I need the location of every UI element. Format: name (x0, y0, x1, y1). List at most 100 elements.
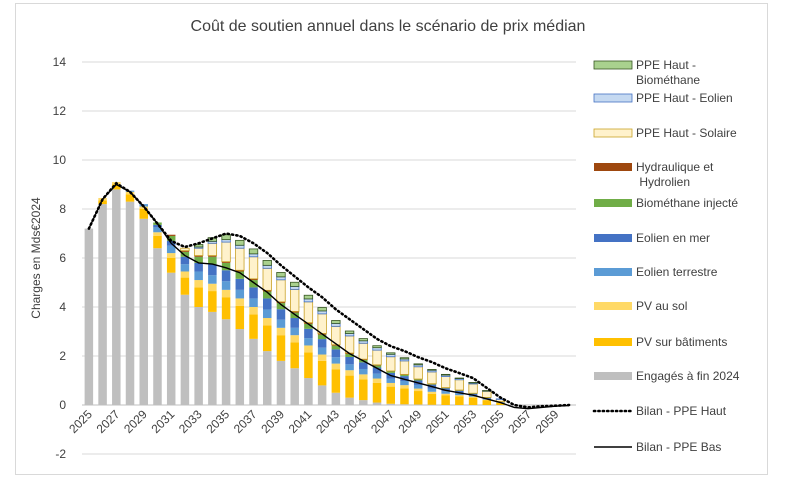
y-tick-label: 10 (53, 153, 67, 167)
bar-segment (98, 204, 107, 405)
bar-segment (359, 368, 368, 375)
x-tick-label: 2043 (313, 407, 342, 436)
bar-segment (221, 261, 231, 263)
bar-segment (221, 234, 231, 241)
bar-segment (235, 298, 245, 306)
bar-segment (386, 386, 396, 404)
bar-segment (221, 297, 231, 320)
bar-segment (235, 239, 245, 246)
y-tick-labels: -2 0 2 4 6 8 10 12 14 (53, 55, 67, 461)
bar-segment (262, 267, 272, 291)
bar-segment (468, 382, 478, 384)
y-tick-label: -2 (55, 447, 66, 461)
bar-segment (427, 383, 437, 385)
bar-segment (235, 305, 245, 330)
bar-segment (331, 349, 341, 358)
bar-segment (153, 224, 162, 228)
bar-segment (455, 393, 464, 396)
bar-segment (331, 392, 341, 405)
bar-segment (208, 264, 217, 276)
bar-segment (304, 345, 313, 353)
bar-segment (166, 234, 176, 236)
bar-segment (249, 307, 258, 315)
bar-segment (235, 270, 245, 272)
bar-segment (248, 256, 259, 280)
bar-segment (221, 281, 231, 290)
bar-segment (317, 313, 327, 334)
bar-segment (139, 206, 149, 209)
bar-segment (262, 260, 272, 266)
bar-segment (139, 209, 149, 219)
bar-segment (208, 255, 217, 257)
bar-segment (331, 323, 341, 327)
bar-segment (372, 345, 382, 349)
x-tick-label: 2059 (533, 407, 562, 436)
bar-segment (317, 360, 327, 386)
bar-segment (221, 289, 231, 298)
bar-segment (194, 255, 203, 257)
chart-title: Coût de soutien annuel dans le scénario … (191, 18, 586, 35)
legend-swatch (593, 128, 633, 138)
bar-segment (194, 271, 203, 281)
bar-segment (276, 309, 286, 320)
bar-segment (345, 354, 354, 357)
bar-segment (262, 351, 272, 405)
x-tick-label: 2029 (121, 407, 150, 436)
bar-segment (180, 250, 190, 252)
bar-segment (276, 276, 286, 281)
bar-segment (427, 393, 437, 405)
bar-segment (455, 395, 464, 397)
bar-segment (331, 320, 341, 324)
bar-segment (276, 327, 286, 336)
bar-segment (400, 380, 409, 386)
bilan-lines (87, 181, 571, 410)
bar-segment (153, 232, 162, 236)
bar-segment (317, 385, 327, 405)
bar-segment (208, 291, 217, 312)
bar-segment (235, 329, 245, 405)
bar-segment (262, 298, 272, 310)
bar-segment (345, 356, 354, 365)
legend-label: Bilan - PPE Haut (636, 404, 727, 418)
bar-segment (427, 388, 437, 392)
bar-segment (441, 395, 450, 405)
bar-segment (331, 345, 341, 350)
bar-segment (166, 235, 176, 241)
bar-segment (386, 378, 396, 383)
bar-segment (372, 382, 382, 403)
legend-label: PPE Haut - Solaire (636, 126, 737, 140)
bar-segment (427, 369, 437, 371)
bar-segment (441, 391, 450, 394)
legend-label: Bilan - PPE Bas (636, 440, 721, 454)
bar-segment (194, 256, 203, 263)
bar-segment (468, 397, 478, 405)
legend-label: PV au sol (636, 299, 687, 313)
x-tick-label: 2055 (478, 407, 507, 436)
bar-segment (276, 360, 286, 405)
legend-label: PPE Haut - Eolien (636, 91, 733, 105)
bar-segment (427, 404, 437, 406)
x-tick-label: 2033 (176, 407, 205, 436)
bar-segment (455, 390, 464, 394)
bar-segment (317, 310, 327, 315)
legend-swatch (593, 60, 633, 70)
bar-segment (194, 280, 203, 288)
bar-segment (290, 288, 300, 312)
bar-segment (166, 245, 176, 254)
bar-segment (290, 327, 299, 336)
bar-segment (345, 375, 354, 398)
bar-segment (290, 286, 300, 290)
x-tick-label: 2045 (341, 407, 370, 436)
bar-segment (413, 363, 423, 366)
bar-segment (262, 264, 272, 269)
bar-segment (221, 241, 231, 263)
bar-segment (372, 402, 382, 405)
bar-segment (358, 342, 368, 360)
bar-segment (276, 319, 286, 328)
bar-segment (372, 349, 382, 366)
bar-segment (400, 404, 409, 405)
bar-segment (248, 253, 259, 258)
bar-segment (400, 385, 409, 389)
bar-segment (317, 347, 327, 355)
y-tick-label: 6 (59, 251, 66, 265)
